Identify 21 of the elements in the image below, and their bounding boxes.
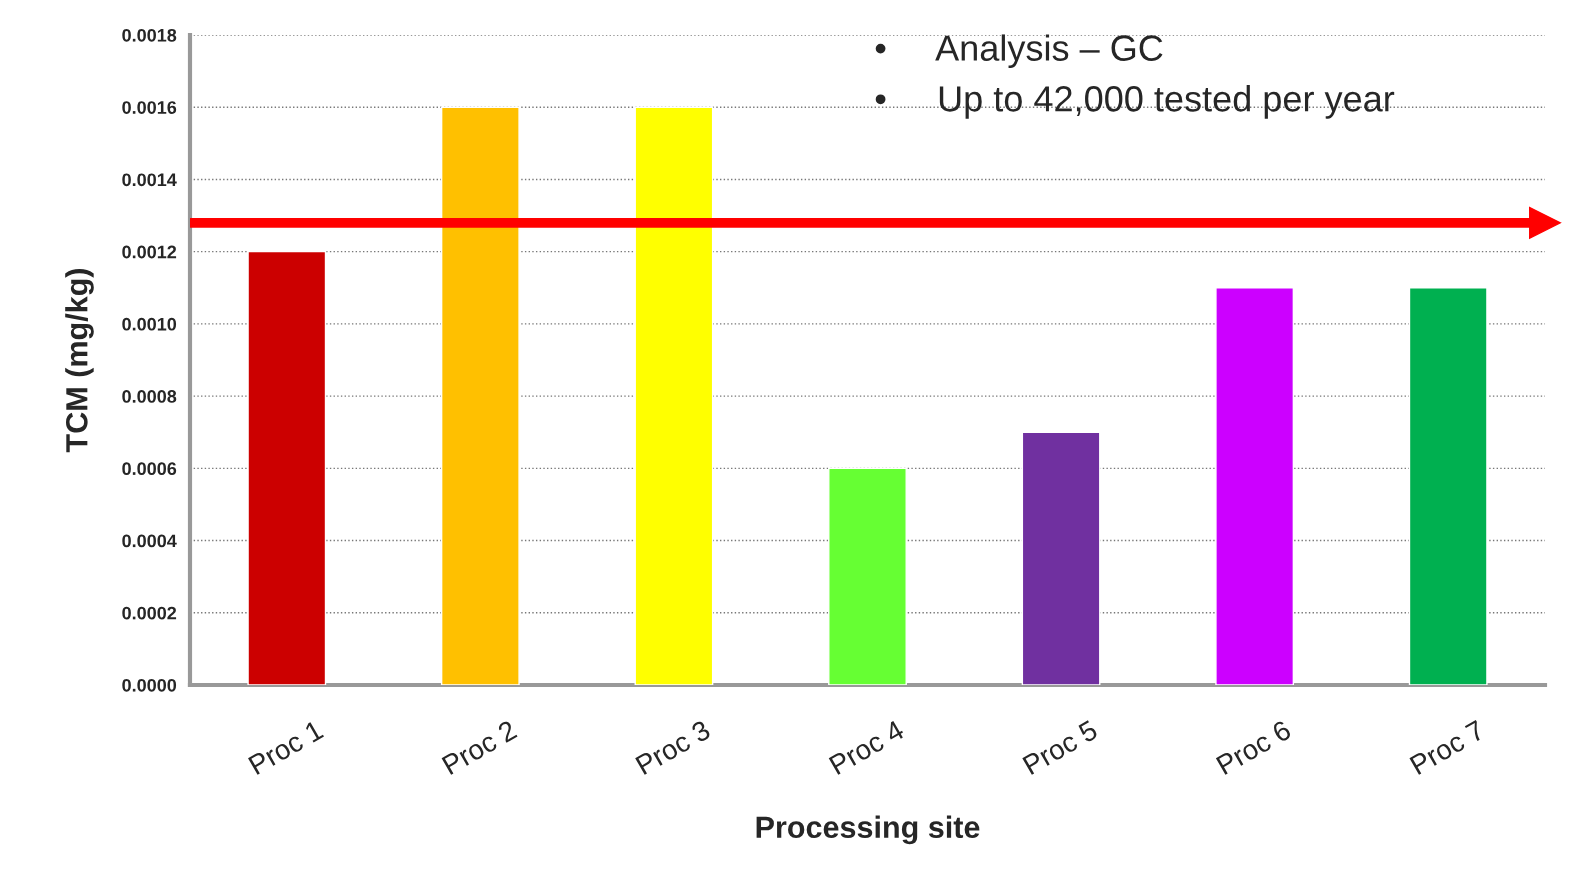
y-tick-label: 0.0016 <box>122 101 177 114</box>
x-tick-label: Proc 5 <box>1022 719 1099 775</box>
annotation: • Analysis – GC <box>875 34 1163 69</box>
y-tick-label: 0.0002 <box>122 606 177 620</box>
y-axis-title: TCM (mg/kg) <box>65 269 94 453</box>
x-tick-label: Proc 1 <box>248 719 325 775</box>
y-tick-label: 0.0014 <box>122 173 177 187</box>
annotation: • Up to 42,000 tested per year <box>875 85 1395 119</box>
x-tick-label: Proc 2 <box>441 719 518 775</box>
x-axis-title: Processing site <box>756 815 980 845</box>
y-tick-label: 0.0004 <box>122 534 177 548</box>
x-tick-label: Proc 4 <box>828 719 906 775</box>
x-tick-label: Proc 6 <box>1215 719 1293 775</box>
x-tick-label: Proc 3 <box>635 719 712 775</box>
y-tick-label: 0.0012 <box>122 245 177 259</box>
y-tick-label: 0.0008 <box>122 390 177 403</box>
y-tick-label: 0.0018 <box>122 28 177 42</box>
y-tick-label: 0.0010 <box>122 317 177 331</box>
y-tick-label: 0.0006 <box>122 462 177 476</box>
x-tick-label: Proc 7 <box>1409 719 1486 775</box>
y-tick-label: 0.0000 <box>122 678 177 692</box>
